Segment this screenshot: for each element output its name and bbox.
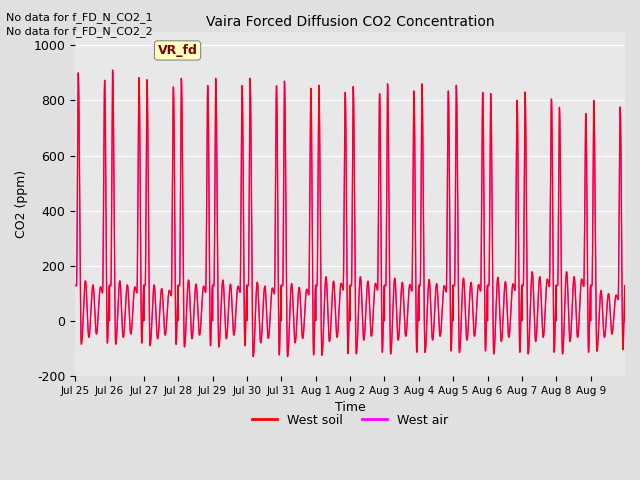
- Y-axis label: CO2 (ppm): CO2 (ppm): [15, 169, 28, 238]
- Title: Vaira Forced Diffusion CO2 Concentration: Vaira Forced Diffusion CO2 Concentration: [206, 15, 494, 29]
- X-axis label: Time: Time: [335, 401, 365, 414]
- Legend: West soil, West air: West soil, West air: [247, 408, 453, 432]
- Text: No data for f_FD_N_CO2_2: No data for f_FD_N_CO2_2: [6, 26, 153, 37]
- Text: No data for f_FD_N_CO2_1: No data for f_FD_N_CO2_1: [6, 12, 153, 23]
- Text: VR_fd: VR_fd: [157, 44, 198, 57]
